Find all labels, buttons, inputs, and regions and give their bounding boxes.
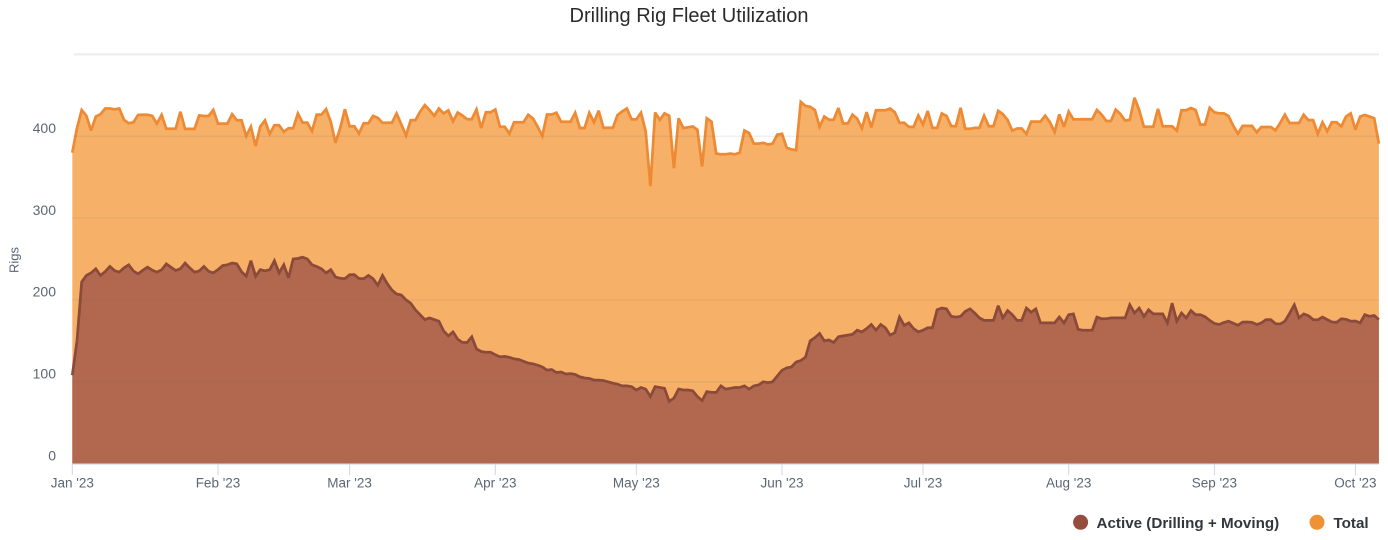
svg-text:Jul '23: Jul '23 xyxy=(904,476,943,491)
svg-text:Mar '23: Mar '23 xyxy=(327,476,372,491)
svg-text:Total: Total xyxy=(1334,515,1369,532)
svg-text:Feb '23: Feb '23 xyxy=(196,476,241,491)
svg-text:Rigs: Rigs xyxy=(7,247,22,274)
svg-text:200: 200 xyxy=(33,284,57,300)
svg-text:0: 0 xyxy=(48,447,56,463)
svg-text:400: 400 xyxy=(33,120,57,136)
svg-text:Oct '23: Oct '23 xyxy=(1334,476,1376,491)
svg-text:300: 300 xyxy=(33,202,57,218)
svg-text:Active (Drilling + Moving): Active (Drilling + Moving) xyxy=(1097,515,1280,532)
svg-text:Jan '23: Jan '23 xyxy=(51,476,94,491)
svg-text:Apr '23: Apr '23 xyxy=(474,476,516,491)
svg-text:100: 100 xyxy=(33,366,57,382)
svg-text:May '23: May '23 xyxy=(613,476,660,491)
svg-text:Sep '23: Sep '23 xyxy=(1192,476,1237,491)
svg-text:Aug '23: Aug '23 xyxy=(1046,476,1091,491)
svg-text:Jun '23: Jun '23 xyxy=(760,476,803,491)
svg-text:Drilling Rig Fleet Utilization: Drilling Rig Fleet Utilization xyxy=(570,5,809,27)
